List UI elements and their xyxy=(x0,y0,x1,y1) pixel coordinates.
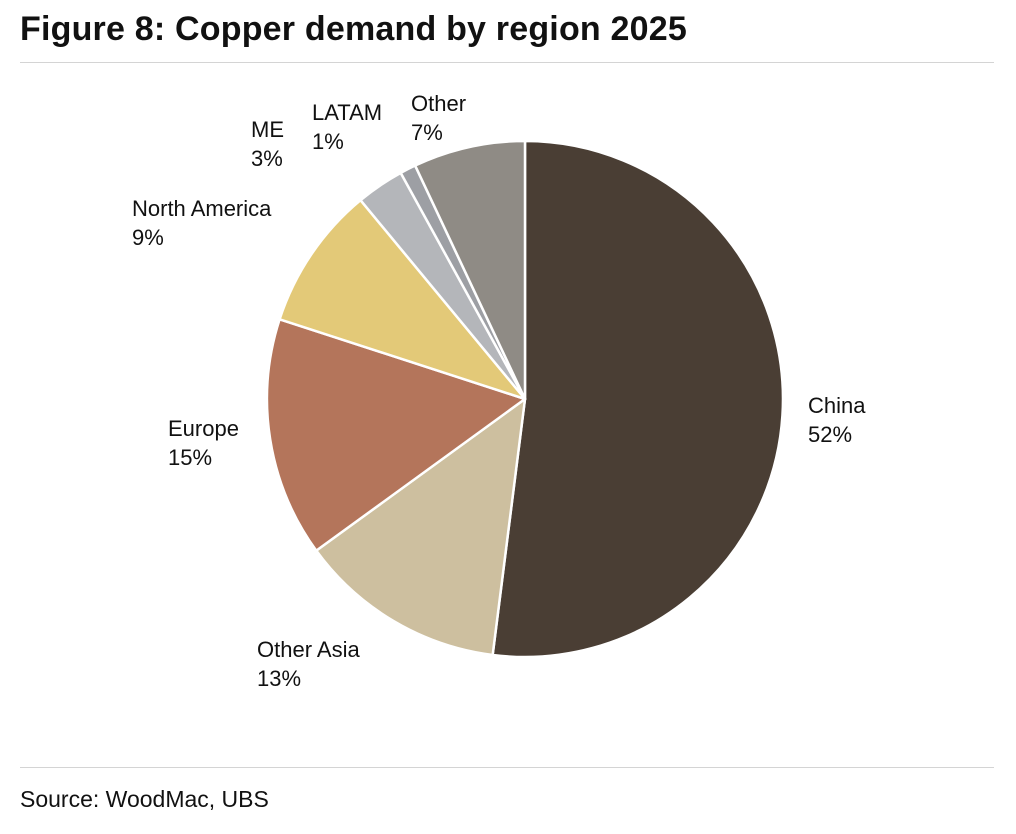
slice-label-value: 13% xyxy=(257,666,301,691)
slice-label-name: North America xyxy=(132,196,272,221)
slice-label-value: 52% xyxy=(808,422,852,447)
slice-label-value: 15% xyxy=(168,445,212,470)
slice-label-china: China 52% xyxy=(808,393,866,447)
slice-label-value: 7% xyxy=(411,120,443,145)
source-divider xyxy=(20,767,994,768)
pie-slice-north-america xyxy=(278,198,527,401)
slice-label-other-asia: Other Asia 13% xyxy=(257,637,360,691)
pie-slice-china xyxy=(491,139,785,659)
slice-label-value: 9% xyxy=(132,225,164,250)
source-note: Source: WoodMac, UBS xyxy=(20,786,269,812)
slice-label-me: ME 3% xyxy=(251,117,284,171)
slice-label-other: Other 7% xyxy=(411,91,466,145)
slice-label-name: Other xyxy=(411,91,466,116)
slice-label-latam: LATAM 1% xyxy=(312,100,382,154)
title-divider xyxy=(20,62,994,63)
slice-label-value: 3% xyxy=(251,146,283,171)
slice-label-name: ME xyxy=(251,117,284,142)
slice-label-name: Other Asia xyxy=(257,637,360,662)
slice-label-name: Europe xyxy=(168,416,239,441)
slice-label-value: 1% xyxy=(312,129,344,154)
pie-slice-europe xyxy=(265,318,527,552)
slice-label-name: China xyxy=(808,393,866,418)
pie-slice-other-asia xyxy=(315,397,527,657)
slice-label-europe: Europe 15% xyxy=(168,416,239,470)
pie-slice-other xyxy=(413,139,527,401)
slice-label-north-america: North America 9% xyxy=(132,196,272,250)
slice-label-name: LATAM xyxy=(312,100,382,125)
chart-title: Figure 8: Copper demand by region 2025 xyxy=(20,10,687,48)
